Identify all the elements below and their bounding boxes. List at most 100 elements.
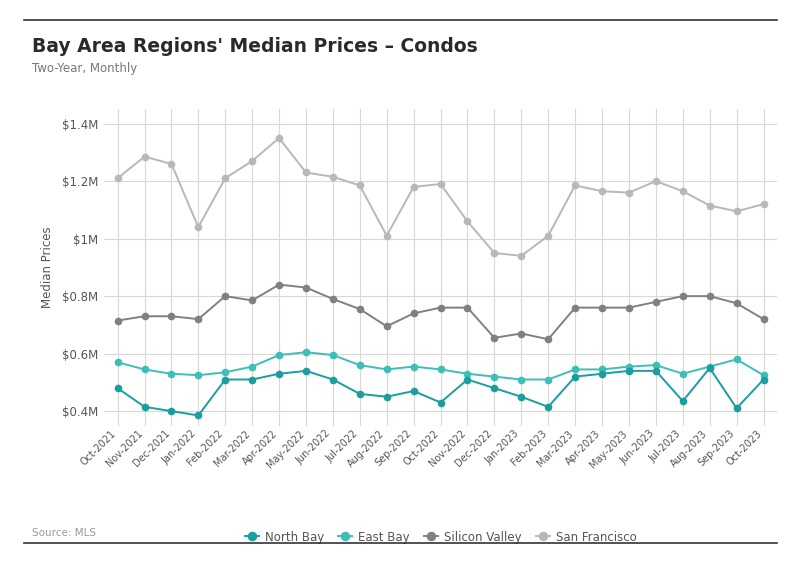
- Silicon Valley: [328, 296, 338, 302]
- Silicon Valley: [113, 317, 123, 324]
- Text: Two-Year, Monthly: Two-Year, Monthly: [32, 62, 137, 75]
- East Bay: [139, 366, 149, 373]
- Silicon Valley: [570, 304, 580, 311]
- North Bay: [248, 376, 257, 383]
- Line: North Bay: North Bay: [115, 365, 767, 419]
- San Francisco: [301, 169, 311, 176]
- East Bay: [624, 363, 634, 370]
- Text: Bay Area Regions' Median Prices – Condos: Bay Area Regions' Median Prices – Condos: [32, 37, 477, 56]
- San Francisco: [543, 232, 553, 239]
- East Bay: [113, 359, 123, 366]
- East Bay: [732, 356, 742, 363]
- San Francisco: [248, 158, 257, 164]
- East Bay: [220, 369, 230, 376]
- San Francisco: [705, 202, 714, 209]
- East Bay: [651, 362, 661, 369]
- East Bay: [328, 351, 338, 359]
- North Bay: [409, 388, 418, 394]
- San Francisco: [651, 178, 661, 185]
- East Bay: [705, 363, 714, 370]
- North Bay: [194, 412, 203, 419]
- North Bay: [759, 376, 768, 383]
- Silicon Valley: [301, 284, 311, 291]
- San Francisco: [678, 187, 687, 194]
- Silicon Valley: [543, 336, 553, 343]
- Silicon Valley: [355, 306, 364, 313]
- East Bay: [598, 366, 607, 373]
- Line: East Bay: East Bay: [115, 349, 767, 382]
- San Francisco: [624, 189, 634, 196]
- Silicon Valley: [732, 300, 742, 307]
- Silicon Valley: [382, 323, 392, 330]
- East Bay: [194, 371, 203, 378]
- East Bay: [355, 362, 364, 369]
- Line: San Francisco: San Francisco: [115, 135, 767, 259]
- Line: Silicon Valley: Silicon Valley: [115, 282, 767, 342]
- San Francisco: [517, 252, 526, 259]
- North Bay: [220, 376, 230, 383]
- North Bay: [436, 399, 445, 406]
- San Francisco: [167, 160, 176, 167]
- Silicon Valley: [463, 304, 473, 311]
- East Bay: [570, 366, 580, 373]
- North Bay: [167, 408, 176, 415]
- Silicon Valley: [167, 313, 176, 320]
- North Bay: [328, 376, 338, 383]
- Silicon Valley: [220, 293, 230, 300]
- Silicon Valley: [409, 310, 418, 317]
- Y-axis label: Median Prices: Median Prices: [41, 227, 54, 308]
- North Bay: [463, 376, 473, 383]
- San Francisco: [139, 153, 149, 160]
- North Bay: [274, 370, 284, 377]
- Silicon Valley: [598, 304, 607, 311]
- North Bay: [382, 393, 392, 400]
- Silicon Valley: [139, 313, 149, 320]
- North Bay: [732, 405, 742, 412]
- North Bay: [598, 370, 607, 377]
- East Bay: [274, 351, 284, 359]
- East Bay: [409, 363, 418, 370]
- East Bay: [678, 370, 687, 377]
- San Francisco: [409, 183, 418, 190]
- San Francisco: [732, 208, 742, 214]
- San Francisco: [274, 135, 284, 141]
- North Bay: [570, 373, 580, 380]
- San Francisco: [570, 182, 580, 189]
- North Bay: [517, 393, 526, 400]
- Text: Source: MLS: Source: MLS: [32, 528, 96, 538]
- North Bay: [543, 404, 553, 411]
- East Bay: [543, 376, 553, 383]
- San Francisco: [382, 232, 392, 239]
- Silicon Valley: [705, 293, 714, 300]
- Silicon Valley: [517, 330, 526, 337]
- North Bay: [355, 390, 364, 397]
- San Francisco: [598, 187, 607, 194]
- Legend: North Bay, East Bay, Silicon Valley, San Francisco: North Bay, East Bay, Silicon Valley, San…: [239, 526, 642, 549]
- North Bay: [301, 367, 311, 374]
- North Bay: [651, 367, 661, 374]
- Silicon Valley: [194, 316, 203, 323]
- Silicon Valley: [624, 304, 634, 311]
- East Bay: [436, 366, 445, 373]
- North Bay: [624, 367, 634, 374]
- East Bay: [248, 363, 257, 370]
- Silicon Valley: [274, 281, 284, 288]
- Silicon Valley: [678, 293, 687, 300]
- North Bay: [489, 385, 499, 392]
- North Bay: [113, 385, 123, 392]
- San Francisco: [436, 181, 445, 187]
- San Francisco: [328, 173, 338, 180]
- Silicon Valley: [489, 334, 499, 341]
- North Bay: [139, 404, 149, 411]
- San Francisco: [489, 250, 499, 256]
- San Francisco: [194, 224, 203, 231]
- North Bay: [678, 398, 687, 405]
- Silicon Valley: [436, 304, 445, 311]
- East Bay: [759, 371, 768, 378]
- East Bay: [463, 370, 473, 377]
- North Bay: [705, 365, 714, 371]
- Silicon Valley: [651, 298, 661, 305]
- San Francisco: [355, 182, 364, 189]
- East Bay: [167, 370, 176, 377]
- San Francisco: [463, 218, 473, 225]
